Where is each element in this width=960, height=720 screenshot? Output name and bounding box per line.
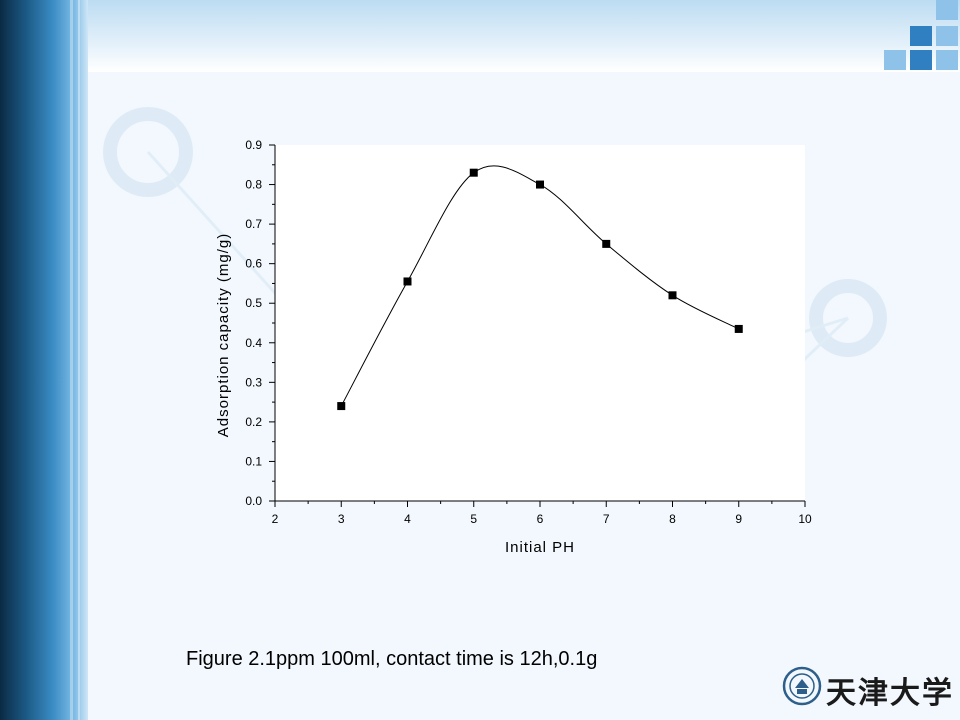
data-point-marker: [668, 291, 677, 300]
x-tick-label: 7: [603, 512, 610, 526]
left-bar-stripe: [70, 0, 73, 720]
left-decor-bar: [0, 0, 88, 720]
data-point-marker: [536, 180, 544, 189]
decor-square: [910, 50, 932, 70]
x-tick-label: 6: [537, 512, 544, 526]
y-tick-label: 0.5: [245, 296, 262, 310]
watermark-circle: [103, 107, 193, 197]
plot-background: [275, 145, 805, 501]
y-tick-label: 0.6: [245, 257, 262, 271]
figure-caption: Figure 2.1ppm 100ml, contact time is 12h…: [186, 648, 598, 670]
y-tick-label: 0.8: [245, 178, 262, 192]
y-tick-label: 0.0: [245, 494, 262, 508]
data-point-marker: [469, 168, 478, 177]
data-point-marker: [337, 402, 346, 411]
decor-square: [884, 50, 906, 70]
x-tick-label: 2: [272, 512, 279, 526]
x-tick-label: 5: [470, 512, 477, 526]
y-tick-label: 0.3: [245, 375, 262, 389]
x-axis-label: Initial PH: [505, 539, 575, 556]
x-tick-label: 10: [798, 512, 812, 526]
data-point-marker: [403, 277, 412, 286]
top-decor-bar: [88, 0, 960, 72]
data-points: [337, 168, 743, 411]
x-tick-label: 8: [669, 512, 676, 526]
watermark-circle: [809, 279, 887, 357]
university-seal-icon: [782, 666, 822, 706]
decor-square: [936, 0, 958, 20]
decor-square: [936, 26, 958, 46]
y-axis-label: Adsorption capacity (mg/g): [215, 233, 232, 437]
chart-ticks: 2 3 4 5 6 7 8 9 10 0.0 0.1 0.2 0.3 0.4 0.5 0.6 0.7 0.8 0.9: [245, 138, 812, 526]
university-logo: 天津大学: [782, 662, 952, 711]
y-tick-label: 0.7: [245, 217, 262, 231]
decor-square: [910, 26, 932, 46]
university-name: 天津大学: [826, 676, 954, 711]
x-tick-label: 3: [338, 512, 345, 526]
data-point-marker: [734, 324, 743, 333]
y-tick-label: 0.2: [245, 415, 262, 429]
x-tick-label: 4: [404, 512, 411, 526]
corner-squares-decor: [870, 0, 960, 72]
decor-square: [936, 50, 958, 70]
left-bar-stripe: [78, 0, 80, 720]
y-tick-label: 0.9: [245, 138, 262, 152]
y-tick-label: 0.1: [245, 454, 262, 468]
y-tick-label: 0.4: [245, 336, 262, 350]
data-point-marker: [602, 239, 611, 248]
x-tick-label: 9: [735, 512, 742, 526]
